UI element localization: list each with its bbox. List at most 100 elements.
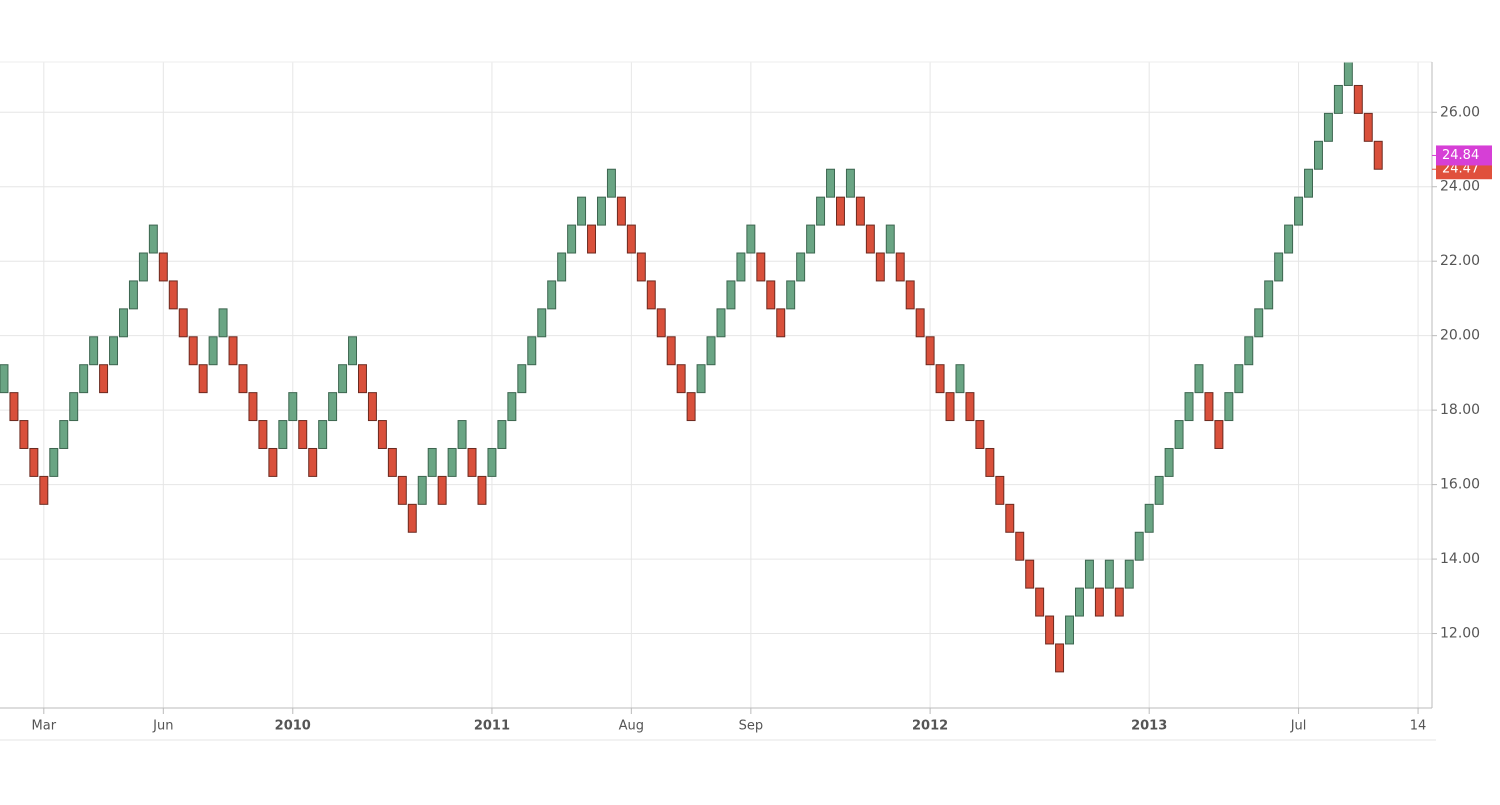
brick-up — [1074, 587, 1084, 617]
brick-down — [656, 308, 666, 338]
brick-down — [228, 336, 238, 366]
brick-down — [1025, 559, 1035, 589]
brick-up — [1154, 475, 1164, 505]
brick-down — [587, 224, 597, 254]
brick-up — [328, 392, 338, 422]
brick-up — [786, 280, 796, 310]
x-tick-label: Mar — [32, 719, 57, 734]
brick-up — [109, 336, 119, 366]
brick-down — [1214, 420, 1224, 449]
brick-down — [1094, 587, 1104, 617]
brick-down — [1055, 643, 1065, 673]
brick-up — [527, 336, 537, 366]
brick-up — [1284, 224, 1294, 254]
brick-up — [716, 308, 726, 338]
brick-up — [1313, 140, 1323, 170]
brick-up — [1144, 503, 1154, 533]
brick-up — [1244, 336, 1254, 366]
bricks — [0, 62, 1383, 673]
brick-up — [1264, 280, 1274, 310]
brick-up — [1174, 420, 1184, 449]
brick-down — [29, 447, 39, 477]
axes — [0, 61, 1436, 741]
brick-down — [935, 364, 945, 394]
labels: 12.00 14.00 16.00 18.00 20.00 22.00 24.00 26.00… — [32, 104, 1492, 734]
brick-up — [1343, 62, 1353, 86]
brick-down — [975, 420, 985, 449]
brick-up — [79, 364, 89, 394]
brick-up — [218, 308, 228, 338]
brick-down — [308, 447, 318, 477]
brick-down — [39, 475, 49, 505]
grid — [0, 62, 1432, 708]
brick-down — [178, 308, 188, 338]
brick-down — [895, 252, 905, 282]
brick-up — [1254, 308, 1264, 338]
brick-down — [1015, 531, 1025, 561]
brick-up — [128, 280, 138, 310]
brick-down — [377, 420, 387, 449]
brick-up — [447, 447, 457, 477]
brick-down — [666, 336, 676, 366]
brick-down — [985, 447, 995, 477]
brick-down — [636, 252, 646, 282]
brick-up — [278, 420, 288, 449]
brick-down — [1114, 587, 1124, 617]
y-tick-label: 22.00 — [1440, 253, 1480, 269]
brick-down — [158, 252, 168, 282]
brick-down — [1035, 587, 1045, 617]
brick-down — [686, 392, 696, 422]
brick-down — [9, 392, 19, 422]
brick-down — [626, 224, 636, 254]
brick-up — [59, 420, 69, 449]
brick-up — [138, 252, 148, 282]
y-tick-label: 24.00 — [1440, 179, 1480, 195]
x-tick-label: Jun — [152, 719, 173, 734]
brick-up — [1194, 364, 1204, 394]
brick-up — [1224, 392, 1234, 422]
brick-down — [915, 308, 925, 338]
brick-down — [248, 392, 258, 422]
brick-down — [477, 475, 487, 505]
brick-up — [955, 364, 965, 394]
price-label: 24.47 — [1442, 162, 1479, 177]
x-tick-label: 2012 — [912, 719, 948, 734]
brick-down — [19, 420, 29, 449]
brick-down — [1045, 615, 1055, 645]
brick-down — [676, 364, 686, 394]
brick-up — [1164, 447, 1174, 477]
price-label-box — [1436, 145, 1492, 166]
brick-down — [875, 252, 885, 282]
x-tick-label: Aug — [619, 719, 644, 734]
brick-up — [348, 336, 358, 366]
brick-down — [945, 392, 955, 422]
brick-up — [1065, 615, 1075, 645]
brick-down — [268, 447, 278, 477]
x-tick-label: 2010 — [275, 719, 311, 734]
brick-down — [1005, 503, 1015, 533]
brick-up — [517, 364, 527, 394]
brick-up — [826, 168, 836, 198]
brick-up — [288, 392, 298, 422]
x-tick-label: 2011 — [474, 719, 510, 734]
brick-up — [885, 224, 895, 254]
brick-up — [69, 392, 79, 422]
brick-up — [596, 196, 606, 226]
brick-up — [1084, 559, 1094, 589]
brick-up — [606, 168, 616, 198]
brick-down — [965, 392, 975, 422]
y-tick-label: 14.00 — [1440, 551, 1480, 567]
brick-up — [557, 252, 567, 282]
brick-down — [756, 252, 766, 282]
brick-up — [796, 252, 806, 282]
brick-down — [188, 336, 198, 366]
brick-down — [168, 280, 178, 310]
brick-up — [1274, 252, 1284, 282]
brick-up — [706, 336, 716, 366]
brick-up — [457, 420, 467, 449]
x-tick-label: 14 — [1410, 719, 1427, 734]
brick-down — [1204, 392, 1214, 422]
y-tick-label: 26.00 — [1440, 104, 1480, 120]
brick-up — [487, 447, 497, 477]
